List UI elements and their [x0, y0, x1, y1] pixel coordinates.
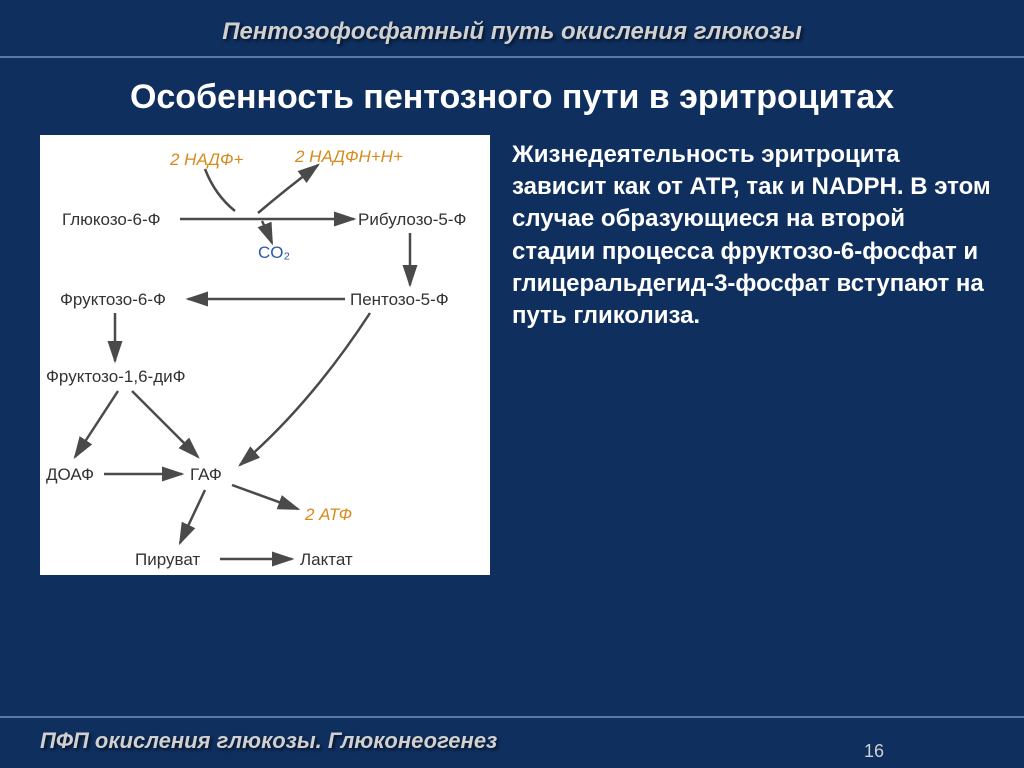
- node-g6p: Глюкозо-6-Ф: [62, 210, 161, 230]
- diagram-arrows: [40, 135, 490, 575]
- content-area: 2 НАДФ+ 2 НАДФН+Н+ Глюкозо-6-Ф Рибулозо-5-Ф…: [0, 135, 1024, 575]
- node-f6p: Фруктозо-6-Ф: [60, 290, 166, 310]
- node-gaf: ГАФ: [190, 465, 222, 485]
- node-co2: CO₂: [258, 243, 290, 263]
- pathway-diagram: 2 НАДФ+ 2 НАДФН+Н+ Глюкозо-6-Ф Рибулозо-5-Ф…: [40, 135, 490, 575]
- footer-title: ПФП окисления глюкозы. Глюконеогенез: [40, 728, 497, 754]
- node-doaf: ДОАФ: [46, 465, 94, 485]
- node-p5p: Пентозо-5-Ф: [350, 290, 449, 310]
- node-atp: 2 АТФ: [305, 505, 352, 525]
- node-pyr: Пируват: [135, 550, 200, 570]
- slide-header: Пентозофосфатный путь окисления глюкозы: [0, 0, 1024, 58]
- node-f16: Фруктозо-1,6-диФ: [46, 367, 186, 387]
- header-title: Пентозофосфатный путь окисления глюкозы: [40, 18, 984, 46]
- node-nadph: 2 НАДФН+Н+: [295, 147, 403, 167]
- main-title: Особенность пентозного пути в эритроцита…: [0, 58, 1024, 135]
- body-text: Жизнедеятельность эритроцита зависит как…: [512, 135, 994, 575]
- node-lac: Лактат: [300, 550, 353, 570]
- page-number: 16: [864, 741, 884, 762]
- node-r5p: Рибулозо-5-Ф: [358, 210, 466, 230]
- node-nadp: 2 НАДФ+: [170, 150, 243, 170]
